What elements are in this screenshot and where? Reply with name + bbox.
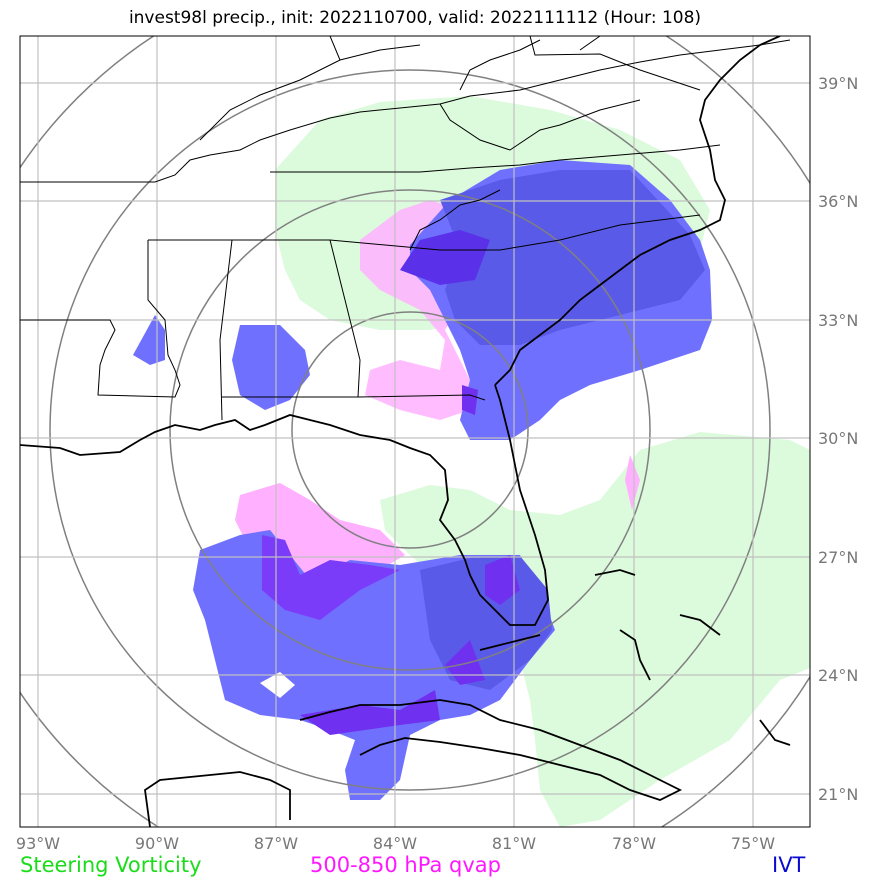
y-tick-label: 33°N [818,311,858,330]
x-tick-label: 90°W [135,834,179,853]
x-tick-label: 87°W [254,834,298,853]
gulf-coast [20,384,549,626]
y-tick-label: 27°N [818,548,858,567]
x-tick-labels: 93°W 90°W 87°W 84°W 81°W 78°W 75°W [16,834,775,853]
gap-white [260,672,295,698]
overlap-dark-florida [462,385,478,415]
y-tick-label: 30°N [818,429,858,448]
range-ring-1 [291,311,529,549]
x-tick-label: 93°W [16,834,60,853]
yucatan [144,771,291,827]
hispaniola-west [759,719,791,746]
overlap-dark-keys [445,640,485,685]
cuba [299,699,683,801]
bahamas-1 [594,569,636,576]
y-tick-label: 24°N [818,666,858,685]
map-title: invest98l precip., init: 2022110700, val… [128,8,702,28]
legend-ivt: IVT [772,853,806,877]
y-tick-label: 39°N [818,74,858,93]
bahamas-2 [619,629,651,681]
ivt-area-mississippi [133,315,165,365]
x-tick-label: 84°W [373,834,417,853]
atlantic-coast [494,36,781,386]
overlap-fields [260,170,705,735]
map-frame [19,35,811,828]
y-tick-label: 36°N [818,192,858,211]
overlap-dark-sw-florida [485,555,520,605]
legend-qvap: 500-850 hPa qvap [310,853,501,877]
x-tick-label: 78°W [612,834,656,853]
florida-keys [479,634,541,651]
overlap-dark-gulf-west [262,535,400,620]
overlap-dark-georgia [400,230,490,285]
state-borders [20,36,791,421]
range-ring-3 [49,69,771,791]
y-tick-labels: 39°N 36°N 33°N 30°N 27°N 24°N 21°N [818,74,858,804]
overlap-area-carolinas [440,170,705,345]
qvap-area-atlantic [625,455,640,510]
x-tick-label: 75°W [731,834,775,853]
coastlines [20,36,791,827]
y-tick-label: 21°N [818,785,858,804]
steering-area-southeast [380,432,810,827]
x-tick-label: 81°W [492,834,536,853]
bahamas-3 [679,614,721,636]
range-ring-2 [169,189,651,671]
overlap-dark-yucatan-channel [300,690,440,735]
legend-steering-vorticity: Steering Vorticity [20,853,202,877]
ivt-area-alabama [232,325,310,410]
